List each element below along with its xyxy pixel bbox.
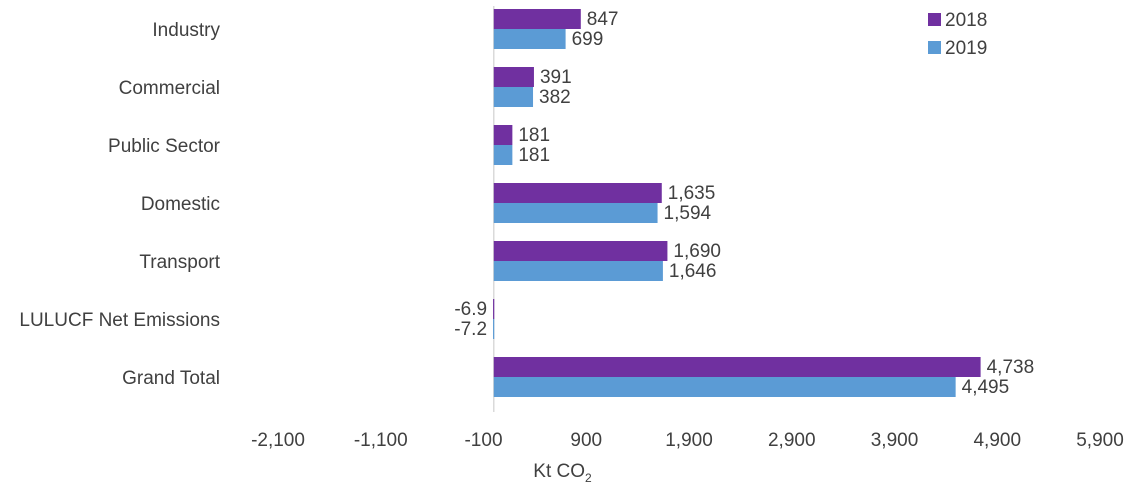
- bar-2018: [493, 67, 534, 87]
- data-label-2019: 1,594: [664, 203, 712, 224]
- x-axis-title-text: Kt CO: [533, 461, 586, 482]
- legend-swatch-2018: [928, 13, 941, 26]
- bar-2018: [493, 9, 581, 29]
- data-label-2018: 181: [518, 125, 550, 146]
- bar-2019: [493, 319, 495, 339]
- bar-2019: [493, 261, 663, 281]
- category-label: Public Sector: [108, 136, 221, 157]
- data-label-2018: 847: [587, 9, 619, 30]
- bar-2018: [493, 299, 495, 319]
- category-label: Industry: [152, 20, 220, 41]
- x-tick-label: 1,900: [665, 430, 713, 451]
- legend-swatch-2019: [928, 41, 941, 54]
- category-label: Commercial: [119, 78, 220, 99]
- bar-2019: [493, 203, 658, 223]
- legend-label-2019: 2019: [945, 38, 987, 59]
- legend-label-2018: 2018: [945, 10, 987, 31]
- data-label-2018: -6.9: [454, 299, 487, 320]
- x-tick-label: -1,100: [354, 430, 408, 451]
- data-label-2019: 699: [572, 29, 604, 50]
- data-label-2018: 391: [540, 67, 572, 88]
- data-label-2019: -7.2: [454, 319, 487, 340]
- category-label: Domestic: [141, 194, 220, 215]
- x-tick-label: 4,900: [973, 430, 1021, 451]
- category-label: Grand Total: [122, 368, 220, 389]
- bar-2019: [493, 87, 534, 107]
- x-tick-label: -100: [464, 430, 502, 451]
- x-tick-label: 2,900: [768, 430, 816, 451]
- bar-2018: [493, 183, 662, 203]
- x-tick-label: -2,100: [251, 430, 305, 451]
- data-label-2019: 382: [539, 87, 571, 108]
- data-label-2019: 181: [518, 145, 550, 166]
- data-label-2018: 1,635: [668, 183, 716, 204]
- bar-2019: [493, 377, 956, 397]
- data-label-2019: 1,646: [669, 261, 717, 282]
- x-axis-title: Kt CO2: [0, 461, 1125, 485]
- data-label-2019: 4,495: [962, 377, 1010, 398]
- bar-2018: [493, 125, 513, 145]
- x-tick-label: 3,900: [871, 430, 919, 451]
- category-label: LULUCF Net Emissions: [19, 310, 220, 331]
- bar-2019: [493, 29, 566, 49]
- x-tick-label: 900: [570, 430, 602, 451]
- bar-2019: [493, 145, 513, 165]
- bar-2018: [493, 357, 981, 377]
- x-axis-title-subscript: 2: [585, 470, 592, 485]
- data-label-2018: 1,690: [673, 241, 721, 262]
- bar-2018: [493, 241, 668, 261]
- category-label: Transport: [139, 252, 220, 273]
- data-label-2018: 4,738: [987, 357, 1035, 378]
- x-tick-label: 5,900: [1076, 430, 1124, 451]
